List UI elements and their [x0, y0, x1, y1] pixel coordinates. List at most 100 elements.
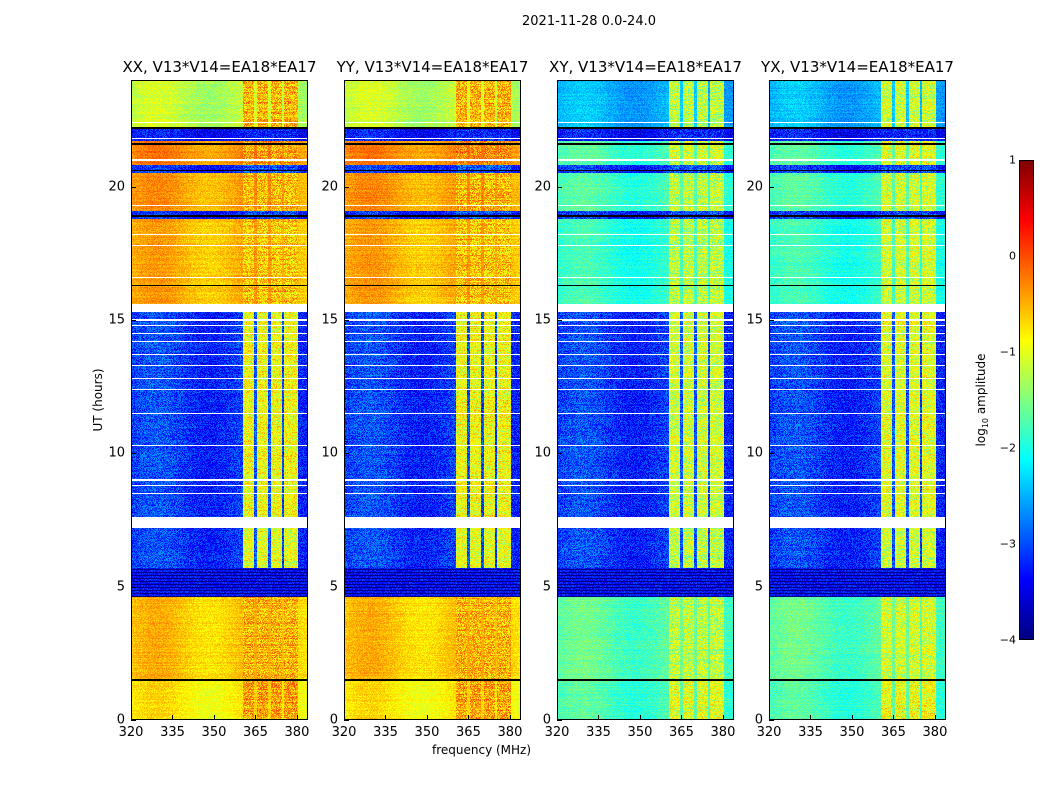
y-tick-mark	[131, 586, 136, 588]
panel-title: XY, V13*V14=EA18*EA17	[549, 58, 742, 76]
colorbar-label: log10 amplitude	[974, 354, 990, 447]
y-tick-label: 5	[754, 579, 763, 595]
y-tick-mark	[344, 186, 349, 188]
x-tick-label: 335	[160, 725, 185, 740]
y-tick-mark	[131, 186, 136, 188]
y-tick-label: 15	[321, 312, 338, 328]
colorbar-tick-label: 0	[1009, 249, 1016, 263]
y-tick-label: 15	[746, 312, 763, 328]
y-tick-mark	[557, 586, 562, 588]
y-tick-label: 10	[321, 445, 338, 461]
panel-title: XX, V13*V14=EA18*EA17	[122, 58, 317, 76]
y-tick-label: 20	[108, 179, 125, 195]
x-tick-mark	[213, 715, 215, 720]
y-tick-mark	[557, 320, 562, 321]
y-tick-label: 0	[116, 712, 125, 728]
x-tick-mark	[344, 715, 345, 720]
panel-yy: YY, V13*V14=EA18*EA17 320 335 350 365 380 0 5 10…	[321, 58, 528, 740]
colorbar-tick-label: 1	[1009, 153, 1016, 167]
x-tick-mark	[769, 715, 770, 720]
x-tick-mark	[810, 715, 812, 720]
x-tick-mark	[722, 715, 724, 720]
x-tick-mark	[893, 715, 895, 720]
x-tick-label: 365	[243, 725, 268, 740]
heatmap-canvas	[557, 80, 734, 720]
figure-title: 2021-11-28 0.0-24.0	[522, 14, 656, 29]
x-tick-label: 350	[627, 725, 653, 740]
y-axis-label: UT (hours)	[91, 368, 105, 432]
panel-xy: XY, V13*V14=EA18*EA17 320 335 350 365 380 0 5 10…	[534, 58, 741, 740]
y-tick-mark	[344, 453, 349, 455]
panel-title: YY, V13*V14=EA18*EA17	[336, 58, 529, 76]
x-tick-mark	[296, 715, 298, 720]
y-tick-label: 10	[534, 445, 551, 461]
y-tick-label: 0	[329, 712, 338, 728]
x-tick-label: 335	[798, 725, 823, 740]
x-tick-label: 350	[414, 725, 440, 740]
x-tick-label: 380	[497, 725, 523, 740]
y-tick-label: 10	[108, 445, 125, 461]
x-tick-mark	[172, 715, 174, 720]
heatmap-canvas	[769, 80, 946, 720]
y-tick-label: 20	[321, 179, 338, 195]
x-tick-mark	[385, 715, 387, 720]
x-tick-label: 365	[669, 725, 694, 740]
y-tick-label: 20	[746, 179, 763, 195]
y-tick-mark	[131, 453, 136, 455]
y-tick-label: 20	[534, 179, 551, 195]
x-tick-mark	[934, 715, 936, 720]
x-tick-mark	[426, 715, 428, 720]
colorbar-label-sub: 10	[981, 417, 991, 429]
y-tick-mark	[769, 586, 774, 588]
y-tick-label: 5	[329, 579, 338, 595]
y-tick-mark	[557, 186, 562, 188]
panel-title: YX, V13*V14=EA18*EA17	[761, 58, 954, 76]
x-tick-label: 320	[756, 725, 782, 740]
x-tick-mark	[639, 715, 641, 720]
x-tick-label: 320	[118, 725, 144, 740]
x-tick-label: 320	[331, 725, 357, 740]
panel-xx: XX, V13*V14=EA18*EA17 320 335 350 365 380 0 5 10…	[108, 58, 316, 740]
colorbar-tick-label: −2	[999, 441, 1016, 455]
heatmap-canvas	[131, 80, 308, 720]
panel-yx: YX, V13*V14=EA18*EA17 320 335 350 365 380 0 5 10…	[746, 58, 953, 740]
x-tick-mark	[598, 715, 600, 720]
x-tick-label: 365	[881, 725, 906, 740]
y-tick-mark	[557, 453, 562, 455]
x-tick-mark	[851, 715, 853, 720]
y-tick-label: 0	[542, 712, 551, 728]
y-tick-mark	[769, 453, 774, 455]
x-tick-label: 320	[544, 725, 570, 740]
y-tick-mark	[769, 320, 774, 321]
x-tick-label: 365	[456, 725, 481, 740]
y-tick-label: 15	[108, 312, 125, 328]
y-tick-mark	[344, 320, 349, 321]
x-tick-mark	[255, 715, 257, 720]
x-tick-label: 350	[839, 725, 865, 740]
x-tick-label: 380	[710, 725, 736, 740]
colorbar-label-log: log	[973, 428, 988, 447]
x-tick-mark	[131, 715, 132, 720]
y-tick-label: 15	[534, 312, 551, 328]
y-tick-mark	[344, 720, 349, 721]
y-tick-mark	[769, 720, 774, 721]
colorbar	[1019, 160, 1034, 640]
y-tick-mark	[344, 586, 349, 588]
y-tick-mark	[557, 720, 562, 721]
colorbar-tick-label: −1	[999, 345, 1016, 359]
colorbar-tick-label: −3	[999, 537, 1016, 551]
x-tick-mark	[468, 715, 470, 720]
y-tick-label: 10	[746, 445, 763, 461]
y-tick-mark	[769, 186, 774, 188]
x-tick-mark	[681, 715, 683, 720]
y-tick-label: 5	[542, 579, 551, 595]
x-axis-label: frequency (MHz)	[432, 743, 532, 757]
x-tick-label: 350	[201, 725, 227, 740]
y-tick-label: 0	[754, 712, 763, 728]
colorbar-tick-label: −4	[999, 633, 1016, 647]
x-tick-label: 335	[586, 725, 611, 740]
heatmap-canvas	[344, 80, 521, 720]
y-tick-mark	[131, 320, 136, 321]
x-tick-mark	[509, 715, 511, 720]
